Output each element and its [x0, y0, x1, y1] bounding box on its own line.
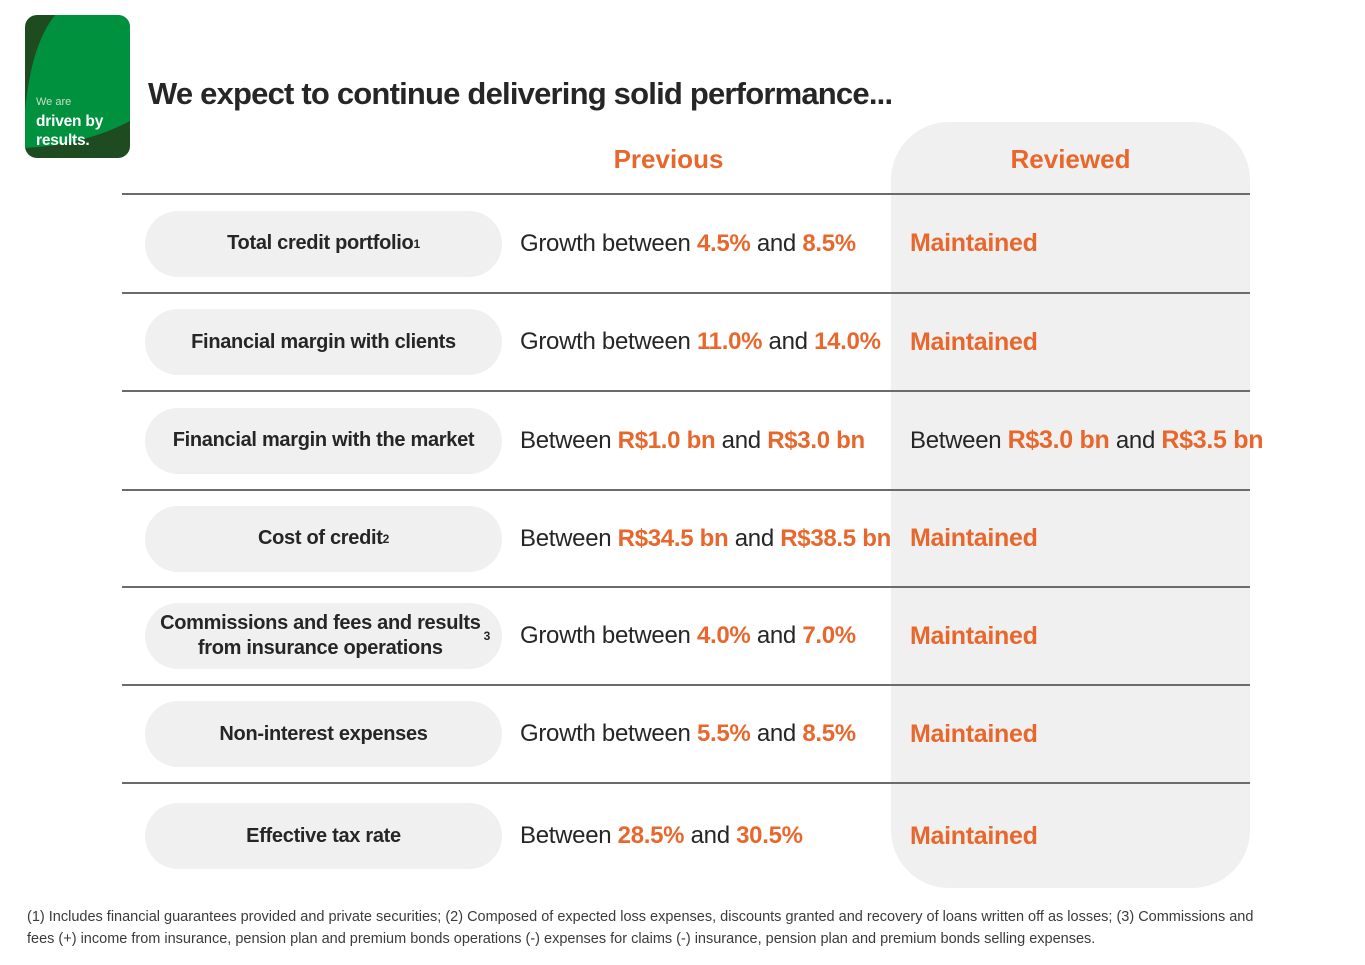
metric-pill: Commissions and fees and results from in…: [145, 603, 502, 669]
reviewed-value: Maintained: [910, 621, 1038, 650]
metric-label: Effective tax rate: [246, 824, 401, 847]
previous-cell: Growth between 4.0% and 7.0%: [520, 622, 891, 650]
metric-pill: Non-interest expenses: [145, 701, 502, 767]
brand-logo-icon: [25, 15, 130, 158]
brand-logo: We are driven by results.: [25, 15, 130, 158]
previous-value-high: 8.5%: [802, 229, 856, 257]
previous-cell: Growth between 5.5% and 8.5%: [520, 720, 891, 748]
metric-label: Cost of credit: [257, 527, 383, 549]
page-title: We expect to continue delivering solid p…: [148, 76, 893, 111]
metric-label-cell: Financial margin with the market: [122, 407, 520, 474]
reviewed-cell: Maintained: [891, 622, 1250, 651]
column-header-previous: Previous: [613, 143, 724, 174]
previous-value-high: R$38.5 bn: [780, 524, 891, 552]
reviewed-cell: Maintained: [891, 822, 1250, 851]
reviewed-value: Maintained: [910, 229, 1038, 257]
previous-value-low: 4.0%: [696, 622, 751, 649]
brand-tagline: We are driven by results.: [36, 96, 103, 150]
previous-cell: Growth between 11.0% and 14.0%: [520, 328, 891, 356]
table-row: Non-interest expenses Growth between 5.5…: [122, 684, 1250, 782]
metric-label-cell: Non-interest expenses: [122, 701, 520, 767]
reviewed-cell: Maintained: [891, 328, 1250, 357]
metric-label: Financial margin with the market: [172, 429, 475, 451]
column-header-reviewed: Reviewed: [1010, 143, 1131, 174]
previous-prefix: Between: [520, 822, 618, 849]
table-row: Financial margin with the market Between…: [122, 390, 1263, 489]
metric-pill: Financial margin with the market: [145, 407, 502, 474]
footnote: (1) Includes financial guarantees provid…: [27, 909, 1254, 947]
previous-value-low: R$34.5 bn: [617, 524, 729, 552]
table-row: Financial margin with clients Growth bet…: [122, 292, 1250, 390]
previous-value-high: 8.5%: [802, 720, 856, 747]
brand-tagline-small: We are: [36, 96, 72, 108]
metric-label: Total credit portfolio: [227, 232, 414, 254]
metric-pill: Cost of credit 2: [145, 505, 502, 572]
guidance-table: Previous Reviewed Total credit portfolio…: [122, 125, 1263, 888]
brand-tagline-line2: results.: [36, 132, 90, 149]
previous-cell: Between R$34.5 bn and R$38.5 bn: [520, 525, 891, 553]
previous-value-high: 7.0%: [802, 622, 856, 649]
previous-cell: Between 28.5% and 30.5%: [520, 822, 891, 850]
previous-prefix: Growth between: [520, 328, 697, 355]
brand-tagline-line1: driven by: [36, 113, 104, 130]
metric-label: Commissions and fees and results from in…: [160, 612, 481, 659]
previous-prefix: Growth between: [520, 720, 697, 747]
reviewed-value: R$3.0 bn: [1007, 426, 1110, 454]
reviewed-cell: Maintained: [891, 524, 1250, 553]
previous-connector: and: [684, 822, 737, 849]
previous-connector: and: [715, 426, 768, 454]
previous-value-low: 5.5%: [696, 720, 751, 747]
previous-prefix: Between: [520, 426, 618, 454]
reviewed-prefix: Between: [910, 427, 1008, 454]
reviewed-cell: Between R$3.0 bn and R$3.5 bn: [891, 426, 1263, 455]
table-header-row: Previous Reviewed: [122, 125, 1250, 193]
metric-label-cell: Effective tax rate: [122, 803, 520, 869]
previous-cell: Growth between 4.5% and 8.5%: [520, 230, 891, 258]
metric-label-cell: Cost of credit 2: [122, 505, 520, 572]
previous-value-low: 4.5%: [696, 229, 751, 257]
previous-connector: and: [750, 622, 803, 649]
metric-label-cell: Total credit portfolio 1: [122, 210, 520, 277]
previous-value-high: R$3.0 bn: [767, 426, 865, 454]
previous-connector: and: [728, 524, 781, 552]
reviewed-value-high: R$3.5 bn: [1161, 426, 1264, 454]
table-row: Total credit portfolio 1 Growth between 4…: [122, 193, 1250, 292]
metric-label-cell: Financial margin with clients: [122, 309, 520, 375]
metric-label-cell: Commissions and fees and results from in…: [122, 603, 520, 669]
metric-pill: Total credit portfolio 1: [145, 210, 502, 277]
reviewed-value: Maintained: [910, 524, 1038, 552]
previous-prefix: Growth between: [520, 622, 697, 649]
previous-connector: and: [750, 229, 803, 257]
previous-value-low: R$1.0 bn: [617, 426, 716, 454]
table-row: Commissions and fees and results from in…: [122, 586, 1250, 684]
reviewed-value: Maintained: [910, 821, 1038, 850]
table-row: Cost of credit 2 Between R$34.5 bn and R$…: [122, 489, 1250, 586]
previous-value-high: 30.5%: [736, 822, 803, 849]
reviewed-connector: and: [1109, 427, 1162, 454]
reviewed-cell: Maintained: [891, 720, 1250, 749]
previous-value-high: 14.0%: [814, 328, 881, 355]
reviewed-cell: Maintained: [891, 229, 1250, 258]
metric-pill: Financial margin with clients: [145, 309, 502, 375]
metric-pill: Effective tax rate: [145, 803, 502, 869]
metric-label: Financial margin with clients: [191, 330, 456, 353]
previous-connector: and: [762, 328, 815, 355]
previous-connector: and: [750, 720, 803, 747]
previous-prefix: Between: [520, 524, 618, 552]
metric-label: Non-interest expenses: [219, 722, 428, 745]
previous-cell: Between R$1.0 bn and R$3.0 bn: [520, 427, 891, 455]
previous-prefix: Growth between: [520, 229, 697, 257]
previous-value-low: 11.0%: [696, 328, 763, 355]
reviewed-value: Maintained: [910, 327, 1038, 356]
reviewed-value: Maintained: [910, 719, 1038, 748]
reviewed-column-background: [891, 122, 1250, 888]
table-row: Effective tax rate Between 28.5% and 30.…: [122, 782, 1250, 888]
previous-value-low: 28.5%: [617, 822, 685, 849]
